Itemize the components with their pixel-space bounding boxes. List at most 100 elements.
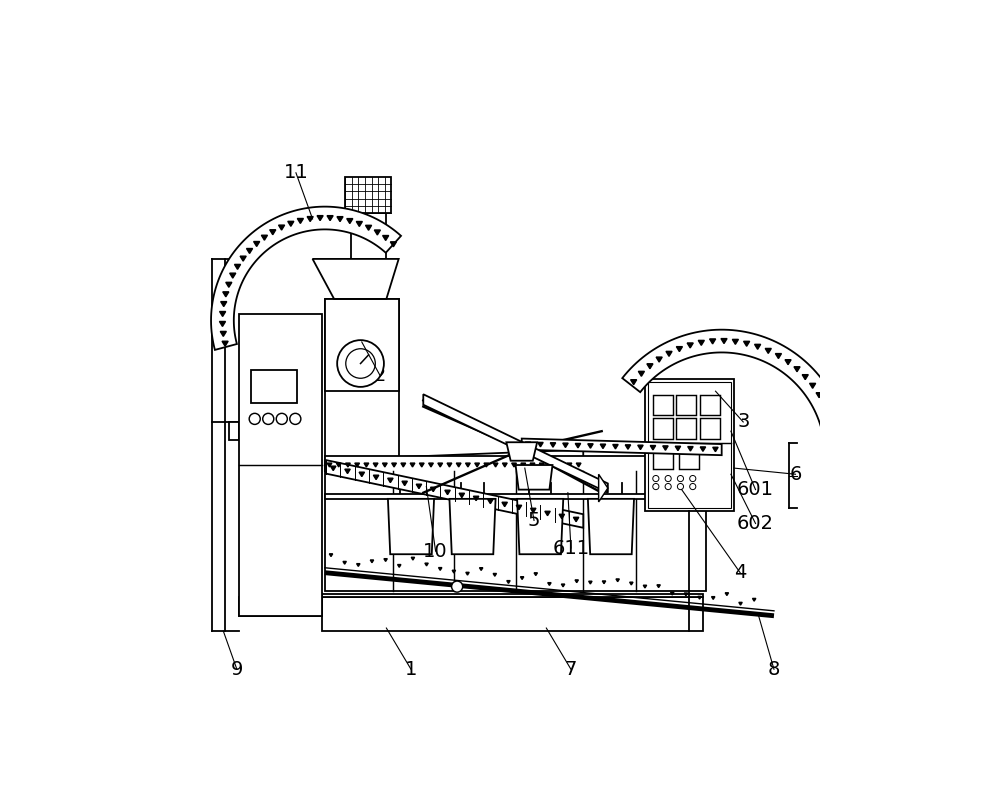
Polygon shape — [355, 463, 360, 467]
Text: 11: 11 — [284, 163, 308, 182]
Polygon shape — [222, 341, 228, 346]
Polygon shape — [567, 463, 572, 467]
Polygon shape — [643, 585, 647, 588]
Text: 5: 5 — [528, 511, 540, 530]
Polygon shape — [684, 593, 688, 596]
Polygon shape — [732, 340, 738, 344]
Bar — [251, 370, 297, 403]
Polygon shape — [431, 487, 436, 491]
Polygon shape — [261, 235, 267, 240]
Polygon shape — [538, 443, 543, 447]
Polygon shape — [345, 469, 350, 474]
Polygon shape — [775, 354, 781, 359]
Polygon shape — [374, 230, 380, 235]
Polygon shape — [347, 219, 353, 224]
Polygon shape — [223, 292, 229, 296]
Polygon shape — [530, 463, 535, 467]
Polygon shape — [589, 581, 592, 584]
Polygon shape — [337, 217, 343, 221]
Polygon shape — [336, 463, 341, 467]
Text: 8: 8 — [768, 660, 780, 679]
Bar — [322, 598, 703, 631]
Polygon shape — [698, 596, 701, 599]
Polygon shape — [313, 259, 399, 299]
Polygon shape — [638, 445, 643, 450]
Polygon shape — [622, 330, 848, 473]
Polygon shape — [671, 592, 674, 595]
Bar — [345, 177, 391, 213]
Bar — [325, 494, 706, 499]
Polygon shape — [638, 372, 644, 376]
Polygon shape — [575, 443, 581, 448]
Polygon shape — [698, 340, 704, 345]
Polygon shape — [550, 443, 556, 447]
Polygon shape — [830, 424, 836, 429]
Polygon shape — [539, 463, 544, 467]
Polygon shape — [752, 598, 756, 601]
Polygon shape — [230, 273, 236, 278]
Polygon shape — [663, 446, 668, 451]
Polygon shape — [502, 503, 507, 507]
Polygon shape — [370, 560, 374, 562]
Polygon shape — [411, 557, 415, 560]
Text: 3: 3 — [737, 412, 749, 431]
Polygon shape — [559, 515, 565, 519]
Polygon shape — [211, 207, 401, 350]
Polygon shape — [439, 567, 442, 570]
Polygon shape — [522, 439, 722, 455]
Polygon shape — [657, 585, 660, 587]
Bar — [229, 422, 239, 440]
Bar — [351, 213, 386, 259]
Polygon shape — [561, 584, 565, 586]
Polygon shape — [602, 581, 606, 584]
Polygon shape — [220, 332, 226, 336]
Polygon shape — [506, 443, 537, 461]
Polygon shape — [390, 242, 396, 247]
Bar — [325, 299, 399, 471]
Polygon shape — [516, 505, 522, 510]
Polygon shape — [739, 602, 742, 605]
Polygon shape — [545, 511, 550, 515]
Polygon shape — [402, 481, 407, 486]
Polygon shape — [419, 463, 424, 467]
Polygon shape — [327, 216, 333, 221]
Polygon shape — [721, 339, 727, 344]
Polygon shape — [226, 282, 232, 288]
Polygon shape — [650, 446, 656, 450]
Polygon shape — [822, 403, 828, 407]
Polygon shape — [588, 499, 634, 555]
Circle shape — [346, 348, 375, 378]
Polygon shape — [517, 499, 563, 555]
Polygon shape — [816, 393, 822, 398]
Bar — [653, 418, 673, 439]
Polygon shape — [599, 475, 608, 502]
Polygon shape — [755, 344, 761, 349]
Polygon shape — [512, 463, 516, 467]
Polygon shape — [392, 463, 396, 467]
Polygon shape — [475, 463, 479, 467]
Polygon shape — [373, 463, 378, 467]
Polygon shape — [366, 225, 372, 230]
Text: 601: 601 — [737, 480, 774, 499]
Polygon shape — [588, 443, 593, 448]
Polygon shape — [219, 321, 226, 327]
Polygon shape — [479, 568, 483, 570]
Polygon shape — [785, 360, 791, 364]
Polygon shape — [473, 496, 479, 501]
Polygon shape — [687, 343, 693, 348]
Text: 6: 6 — [789, 465, 802, 483]
Bar — [322, 594, 703, 598]
Polygon shape — [384, 559, 387, 562]
Polygon shape — [725, 593, 729, 595]
Polygon shape — [520, 577, 524, 579]
Polygon shape — [329, 554, 333, 557]
Polygon shape — [832, 435, 838, 440]
Polygon shape — [576, 463, 581, 467]
Polygon shape — [466, 572, 469, 575]
Polygon shape — [613, 444, 618, 449]
Polygon shape — [423, 394, 608, 493]
Polygon shape — [429, 463, 433, 467]
Polygon shape — [525, 442, 531, 447]
Polygon shape — [493, 574, 497, 576]
Bar — [676, 418, 696, 439]
